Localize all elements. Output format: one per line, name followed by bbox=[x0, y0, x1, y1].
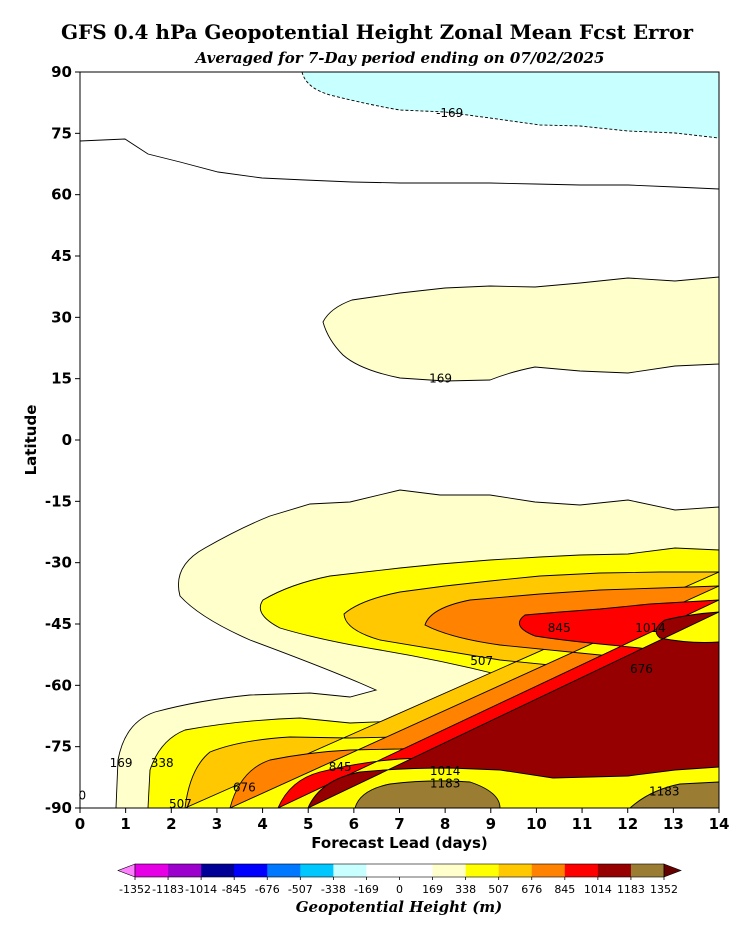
colorbar-tick-label: -507 bbox=[288, 883, 313, 896]
contour-label: 0 bbox=[78, 789, 86, 803]
colorbar-tick-label: 1014 bbox=[584, 883, 612, 896]
colorbar-tick-label: 169 bbox=[422, 883, 443, 896]
colorbar-swatch bbox=[498, 864, 533, 877]
colorbar-swatch bbox=[267, 864, 301, 877]
y-tick-label: -75 bbox=[45, 738, 72, 756]
colorbar: -1352 -1183 -1014 -845 -676 -507 -338 -169 0 169 3… bbox=[117, 863, 682, 896]
y-tick-label: -60 bbox=[45, 676, 72, 694]
colorbar-swatch bbox=[366, 864, 400, 877]
contour-label: 676 bbox=[630, 662, 653, 676]
colorbar-swatch bbox=[135, 864, 169, 877]
y-tick-label: 30 bbox=[51, 308, 72, 326]
y-tick-label: -30 bbox=[45, 554, 72, 572]
y-tick-label: 0 bbox=[62, 431, 72, 449]
colorbar-tick-label: -169 bbox=[354, 883, 379, 896]
colorbar-tick-label: -1183 bbox=[152, 883, 184, 896]
x-axis-label: Forecast Lead (days) bbox=[311, 834, 487, 852]
colorbar-tick-label: 338 bbox=[455, 883, 476, 896]
contour-label: 1014 bbox=[635, 621, 666, 635]
colorbar-label: Geopotential Height (m) bbox=[296, 898, 503, 916]
axis-ticks: 0 1 2 3 4 5 6 7 8 9 10 11 12 13 149075604530150-15-30-… bbox=[45, 63, 730, 833]
contour-label: 338 bbox=[151, 756, 174, 770]
colorbar-swatch bbox=[564, 864, 599, 877]
y-tick-label: 45 bbox=[51, 247, 72, 265]
chart-subtitle: Averaged for 7-Day period ending on 07/0… bbox=[195, 49, 605, 67]
x-tick-label: 1 bbox=[120, 815, 130, 833]
y-axis-label: Latitude bbox=[22, 405, 40, 476]
colorbar-swatch bbox=[531, 864, 566, 877]
x-tick-label: 10 bbox=[526, 815, 547, 833]
colorbar-tick-label: -338 bbox=[321, 883, 346, 896]
colorbar-swatch bbox=[300, 864, 334, 877]
zero-contour-north bbox=[80, 138, 719, 190]
x-tick-label: 9 bbox=[486, 815, 496, 833]
contour-label: 676 bbox=[233, 781, 256, 795]
colorbar-over-arrow bbox=[663, 863, 682, 878]
colorbar-tick-label: 676 bbox=[521, 883, 542, 896]
x-tick-label: 12 bbox=[617, 815, 638, 833]
colorbar-swatch bbox=[168, 864, 202, 877]
y-tick-label: -45 bbox=[45, 615, 72, 633]
colorbar-under-arrow bbox=[117, 863, 136, 878]
contour-label: 1014 bbox=[430, 764, 461, 778]
colorbar-swatch bbox=[597, 864, 632, 877]
x-tick-label: 14 bbox=[709, 815, 730, 833]
band-169-north bbox=[322, 276, 719, 382]
colorbar-tick-label: 845 bbox=[554, 883, 575, 896]
contour-label: 507 bbox=[169, 797, 192, 811]
colorbar-swatch bbox=[630, 864, 665, 877]
x-tick-label: 0 bbox=[75, 815, 85, 833]
x-tick-label: 4 bbox=[257, 815, 267, 833]
y-tick-label: -90 bbox=[45, 799, 72, 817]
band-neg169 bbox=[301, 72, 719, 139]
colorbar-tick-label: -1014 bbox=[185, 883, 217, 896]
contour-label: 845 bbox=[329, 760, 352, 774]
colorbar-swatch bbox=[465, 864, 499, 877]
colorbar-swatch bbox=[234, 864, 268, 877]
x-tick-label: 3 bbox=[212, 815, 222, 833]
x-tick-label: 7 bbox=[394, 815, 404, 833]
colorbar-tick-label: -845 bbox=[222, 883, 247, 896]
contour-label: 507 bbox=[470, 654, 493, 668]
y-tick-label: -15 bbox=[45, 492, 72, 510]
colorbar-swatch bbox=[201, 864, 235, 877]
y-tick-label: 15 bbox=[51, 370, 72, 388]
colorbar-swatch bbox=[432, 864, 466, 877]
colorbar-tick-label: -1352 bbox=[119, 883, 151, 896]
colorbar-tick-label: -676 bbox=[255, 883, 280, 896]
contour-label: 845 bbox=[548, 621, 571, 635]
colorbar-tick-label: 0 bbox=[396, 883, 403, 896]
y-tick-label: 90 bbox=[51, 63, 72, 81]
y-tick-label: 75 bbox=[51, 124, 72, 142]
contour-label: -169 bbox=[436, 106, 463, 120]
x-tick-label: 11 bbox=[572, 815, 593, 833]
colorbar-swatch bbox=[333, 864, 367, 877]
x-tick-label: 2 bbox=[166, 815, 176, 833]
contour-label: 1183 bbox=[430, 776, 461, 790]
colorbar-tick-label: 1183 bbox=[617, 883, 645, 896]
contour-label: 1183 bbox=[649, 785, 680, 799]
colorbar-tick-label: 1352 bbox=[650, 883, 678, 896]
colorbar-swatch bbox=[399, 864, 433, 877]
x-tick-label: 6 bbox=[349, 815, 359, 833]
x-tick-label: 13 bbox=[663, 815, 684, 833]
band-1183-1352 bbox=[354, 780, 719, 808]
contour-label: 169 bbox=[429, 372, 452, 386]
colorbar-tick-label: 507 bbox=[488, 883, 509, 896]
contour-label: 169 bbox=[110, 756, 133, 770]
y-tick-label: 60 bbox=[51, 186, 72, 204]
x-tick-label: 8 bbox=[440, 815, 450, 833]
chart-title: GFS 0.4 hPa Geopotential Height Zonal Me… bbox=[60, 20, 694, 44]
x-tick-label: 5 bbox=[303, 815, 313, 833]
